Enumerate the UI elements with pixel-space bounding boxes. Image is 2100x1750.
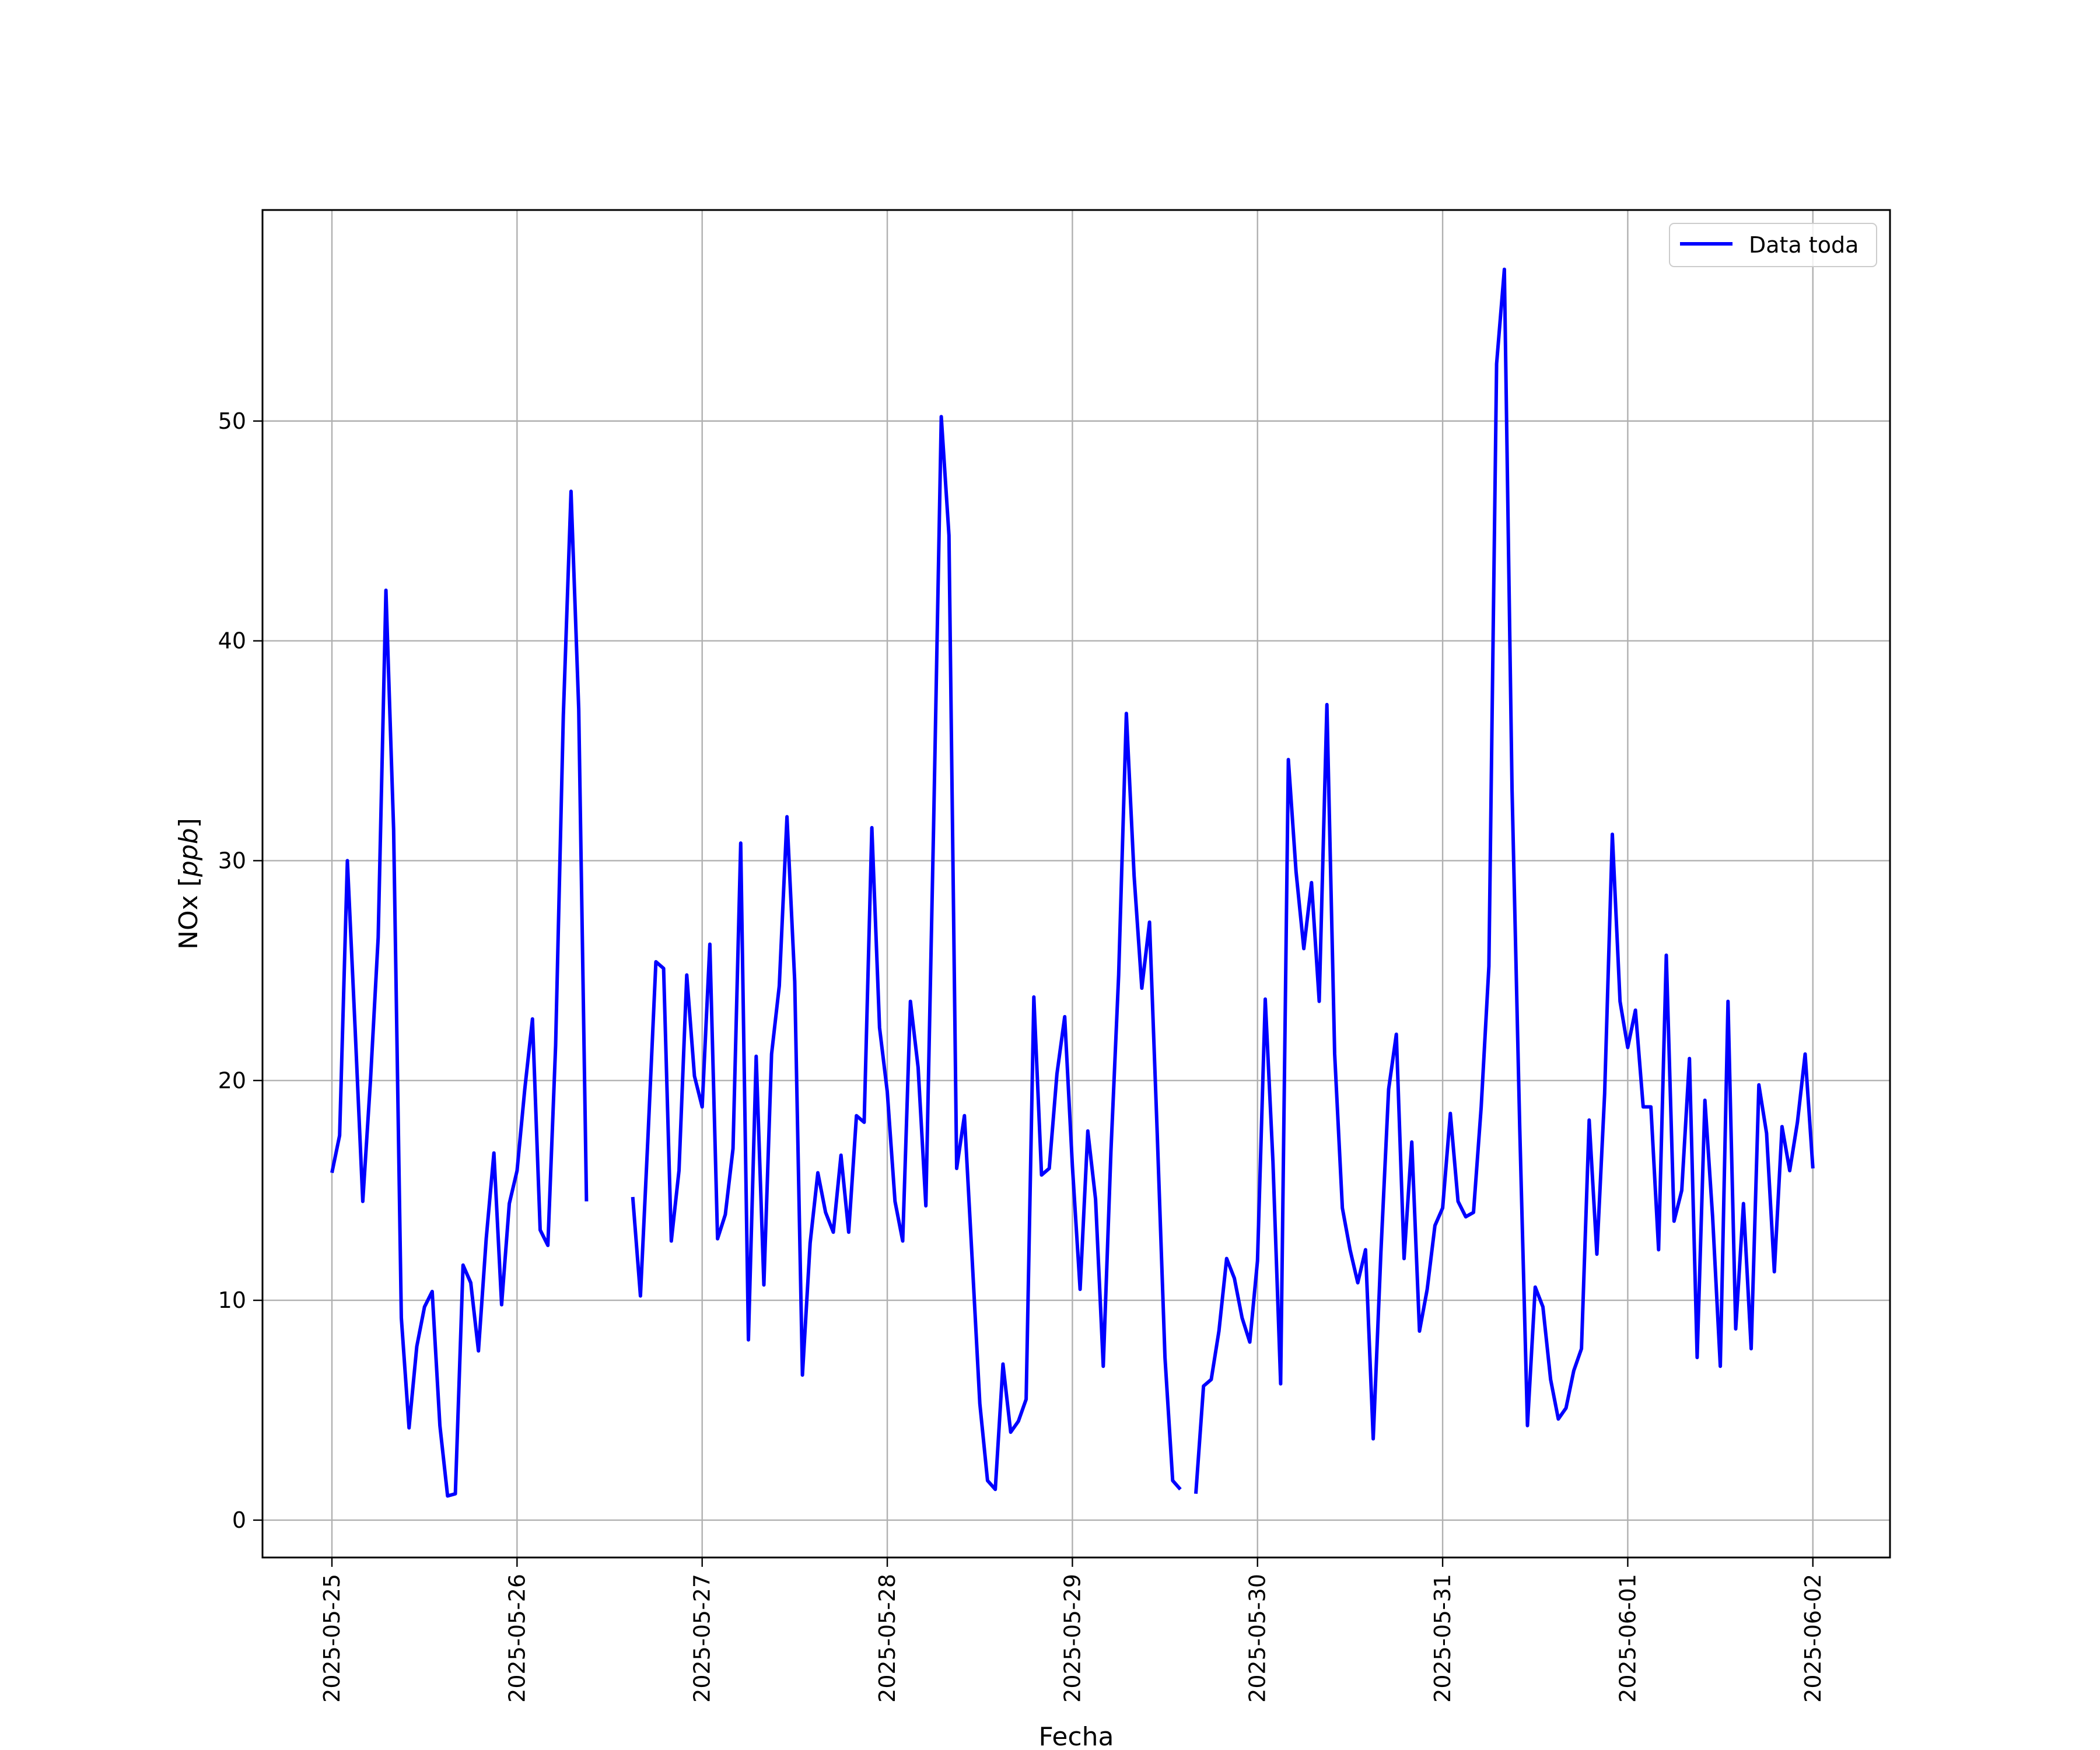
y-tick-label: 40 xyxy=(218,628,246,654)
x-tick-label: 2025-05-29 xyxy=(1059,1574,1085,1703)
plot-area xyxy=(262,210,1890,1558)
x-axis-label: Fecha xyxy=(1038,1722,1114,1750)
x-tick-label: 2025-05-31 xyxy=(1430,1574,1455,1703)
y-tick-label: 20 xyxy=(218,1068,246,1093)
y-axis-label-main: NOx [ xyxy=(174,877,204,950)
x-tick-label: 2025-05-28 xyxy=(874,1574,900,1703)
legend-label: Data toda xyxy=(1749,232,1859,258)
axes-frame xyxy=(261,209,1891,1559)
x-tick-label: 2025-06-02 xyxy=(1800,1574,1826,1703)
ticks: 2025-05-25 2025-05-26 2025-05-27 2025-05-28… xyxy=(218,408,1826,1703)
legend: Data toda xyxy=(1669,223,1877,267)
x-tick-label: 2025-05-25 xyxy=(319,1574,345,1703)
x-tick-label: 2025-05-30 xyxy=(1245,1574,1270,1703)
y-axis-label: NOx [ppb] xyxy=(174,818,204,950)
grid xyxy=(262,210,1890,1558)
y-tick-label: 0 xyxy=(232,1507,246,1533)
x-tick-label: 2025-05-26 xyxy=(504,1574,530,1703)
y-tick-label: 50 xyxy=(218,408,246,434)
y-tick-label: 10 xyxy=(218,1287,246,1313)
series-line xyxy=(330,489,589,1498)
series-line xyxy=(631,415,1182,1492)
y-tick-label: 30 xyxy=(218,848,246,873)
series-layer xyxy=(330,267,1815,1498)
x-tick-label: 2025-06-01 xyxy=(1615,1574,1640,1703)
y-axis-label-unit: ppb xyxy=(174,828,204,877)
series-line xyxy=(1194,267,1815,1494)
y-axis-label-close: ] xyxy=(174,818,204,828)
legend-box xyxy=(1669,223,1877,267)
x-tick-label: 2025-05-27 xyxy=(690,1574,715,1703)
